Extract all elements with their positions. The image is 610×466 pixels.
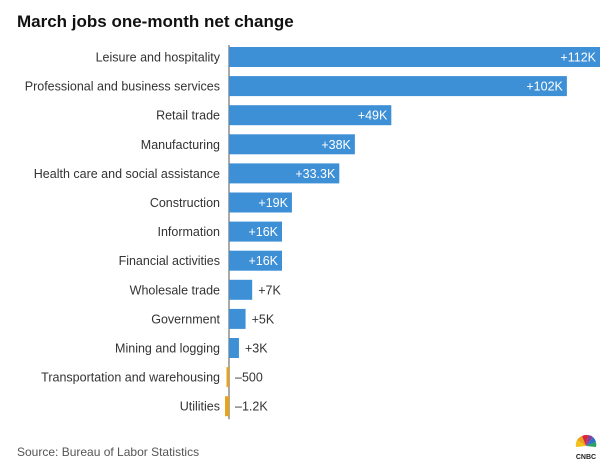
chart-title: March jobs one-month net change	[17, 12, 294, 31]
category-label: Utilities	[180, 400, 220, 414]
value-label: +102K	[526, 80, 563, 94]
bar	[229, 134, 355, 155]
category-label: Transportation and warehousing	[41, 371, 220, 385]
category-label: Government	[151, 312, 220, 326]
category-label: Financial activities	[119, 254, 220, 268]
category-label: Construction	[150, 196, 220, 210]
value-label: +38K	[321, 138, 351, 152]
value-label: +7K	[258, 283, 281, 297]
logo-wordmark: CNBC	[576, 454, 596, 461]
category-label: Information	[157, 225, 220, 239]
value-label: +16K	[248, 225, 278, 239]
category-label: Leisure and hospitality	[96, 51, 221, 65]
bar	[229, 105, 392, 126]
bar-chart: Leisure and hospitality +112K Professional…	[25, 45, 600, 420]
category-label: Retail trade	[156, 109, 220, 123]
category-label: Wholesale trade	[130, 283, 220, 297]
bar	[226, 367, 229, 388]
cnbc-logo-icon: CNBC	[575, 434, 597, 461]
bar	[229, 76, 567, 97]
value-label: +5K	[252, 312, 275, 326]
source-note: Source: Bureau of Labor Statistics	[17, 445, 200, 459]
value-label: –1.2K	[235, 400, 268, 414]
bar	[229, 192, 292, 213]
value-label: +33.3K	[295, 167, 336, 181]
bar	[229, 279, 253, 300]
value-label: +3K	[245, 342, 268, 356]
category-label: Health care and social assistance	[34, 167, 220, 181]
value-label: +19K	[258, 196, 288, 210]
bar	[229, 250, 282, 271]
bar	[229, 163, 340, 184]
bar	[229, 308, 246, 329]
value-label: +49K	[358, 109, 388, 123]
value-label: –500	[235, 371, 263, 385]
bar	[229, 221, 282, 242]
category-label: Professional and business services	[25, 80, 220, 94]
bar	[225, 396, 229, 417]
value-label: +16K	[248, 254, 278, 268]
bar	[229, 47, 600, 67]
category-label: Mining and logging	[115, 342, 220, 356]
category-label: Manufacturing	[141, 138, 220, 152]
value-label: +112K	[560, 51, 596, 65]
bar	[229, 338, 239, 358]
